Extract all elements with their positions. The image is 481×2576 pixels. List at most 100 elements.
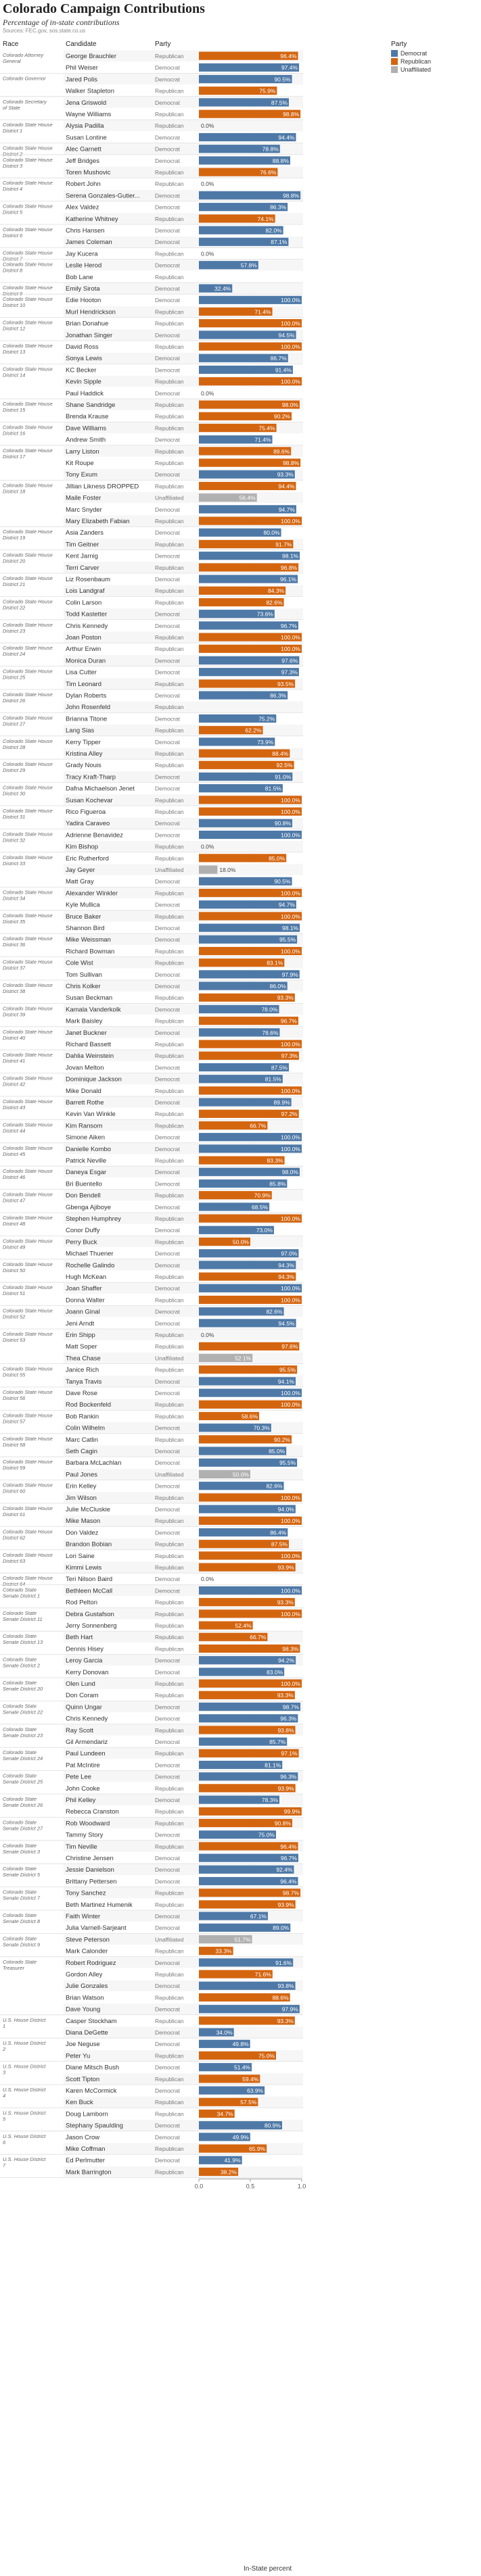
bar[interactable] bbox=[199, 1609, 302, 1618]
table-row[interactable] bbox=[64, 283, 303, 294]
bar[interactable] bbox=[199, 563, 299, 572]
bar[interactable] bbox=[199, 993, 295, 1002]
bar[interactable] bbox=[199, 1598, 295, 1607]
table-row[interactable] bbox=[64, 387, 303, 399]
bar[interactable] bbox=[199, 1225, 274, 1234]
bar[interactable] bbox=[199, 51, 298, 60]
bar[interactable] bbox=[199, 1889, 301, 1897]
bar[interactable] bbox=[199, 1411, 260, 1421]
bar[interactable] bbox=[199, 1261, 296, 1269]
bar[interactable] bbox=[199, 958, 285, 967]
bar[interactable] bbox=[199, 63, 300, 72]
bar[interactable] bbox=[199, 575, 298, 583]
bar[interactable] bbox=[199, 539, 294, 549]
bar[interactable] bbox=[199, 1133, 302, 1142]
bar[interactable] bbox=[199, 656, 300, 665]
bar[interactable] bbox=[199, 1586, 302, 1595]
bar[interactable] bbox=[199, 877, 292, 885]
bar[interactable] bbox=[199, 923, 300, 932]
bar[interactable] bbox=[199, 1563, 296, 1572]
bar[interactable] bbox=[199, 1028, 280, 1037]
bar[interactable] bbox=[199, 505, 296, 514]
bar[interactable] bbox=[199, 1981, 296, 1990]
bar[interactable] bbox=[199, 2028, 234, 2037]
bar[interactable] bbox=[199, 1307, 284, 1316]
bar[interactable] bbox=[199, 819, 293, 827]
bar[interactable] bbox=[199, 132, 296, 142]
bar[interactable] bbox=[199, 1621, 253, 1630]
bar[interactable] bbox=[199, 295, 302, 304]
bar[interactable] bbox=[199, 2074, 260, 2083]
bar[interactable] bbox=[199, 400, 300, 409]
bar[interactable] bbox=[199, 1691, 295, 1699]
bar[interactable] bbox=[199, 1923, 291, 1932]
bar[interactable] bbox=[199, 1365, 298, 1374]
table-row[interactable] bbox=[64, 2166, 303, 2178]
bar[interactable] bbox=[199, 377, 302, 386]
bar[interactable] bbox=[199, 516, 302, 525]
bar[interactable] bbox=[199, 156, 290, 165]
bar[interactable] bbox=[199, 900, 296, 909]
bar[interactable] bbox=[199, 1051, 299, 1060]
bar[interactable] bbox=[199, 1319, 296, 1328]
bar[interactable] bbox=[199, 749, 290, 758]
bar[interactable] bbox=[199, 1191, 272, 1200]
bar[interactable] bbox=[199, 74, 292, 84]
bar[interactable] bbox=[199, 1551, 302, 1560]
bar[interactable] bbox=[199, 1632, 268, 1641]
bar[interactable] bbox=[199, 1086, 302, 1095]
bar[interactable] bbox=[199, 586, 286, 595]
bar[interactable] bbox=[199, 2133, 250, 2141]
bar[interactable] bbox=[199, 191, 301, 200]
bar[interactable] bbox=[199, 2167, 239, 2177]
bar[interactable] bbox=[199, 365, 293, 374]
bar[interactable] bbox=[199, 2121, 282, 2130]
bar[interactable] bbox=[199, 981, 288, 990]
bar[interactable] bbox=[199, 691, 288, 700]
bar[interactable] bbox=[199, 830, 302, 840]
bar[interactable] bbox=[199, 970, 300, 979]
bar[interactable] bbox=[199, 1935, 252, 1944]
bar[interactable] bbox=[199, 1970, 273, 1978]
bar[interactable] bbox=[199, 1004, 279, 1014]
bar[interactable] bbox=[199, 481, 296, 491]
bar[interactable] bbox=[199, 319, 302, 328]
bar[interactable] bbox=[199, 435, 273, 444]
bar[interactable] bbox=[199, 470, 295, 479]
bar[interactable] bbox=[199, 633, 302, 641]
bar[interactable] bbox=[199, 1737, 288, 1746]
bar[interactable] bbox=[199, 458, 301, 467]
bar[interactable] bbox=[199, 1458, 298, 1467]
bar[interactable] bbox=[199, 796, 302, 804]
table-row[interactable] bbox=[64, 271, 303, 283]
bar[interactable] bbox=[199, 772, 293, 781]
table-row[interactable] bbox=[64, 2154, 303, 2166]
table-row[interactable] bbox=[64, 701, 303, 712]
bar[interactable] bbox=[199, 1760, 283, 1770]
bar[interactable] bbox=[199, 1947, 233, 1955]
table-row[interactable] bbox=[64, 2026, 303, 2038]
legend-item-unaffiliated[interactable]: Unaffiliated bbox=[391, 66, 431, 73]
bar[interactable] bbox=[199, 2086, 265, 2095]
table-row[interactable] bbox=[64, 1573, 303, 1584]
bar[interactable] bbox=[199, 1342, 300, 1351]
bar[interactable] bbox=[199, 1726, 296, 1734]
bar[interactable] bbox=[199, 1167, 300, 1176]
bar[interactable] bbox=[199, 1063, 289, 1072]
bar[interactable] bbox=[199, 679, 296, 688]
bar[interactable] bbox=[199, 98, 289, 107]
bar[interactable] bbox=[199, 284, 233, 293]
bar[interactable] bbox=[199, 935, 298, 944]
bar[interactable] bbox=[199, 946, 302, 956]
bar[interactable] bbox=[199, 1644, 300, 1653]
bar[interactable] bbox=[199, 1237, 250, 1246]
bar[interactable] bbox=[199, 1912, 268, 1920]
bar[interactable] bbox=[199, 737, 275, 746]
bar[interactable] bbox=[199, 888, 302, 898]
bar[interactable] bbox=[199, 1807, 302, 1816]
bar[interactable] bbox=[199, 1656, 296, 1665]
bar[interactable] bbox=[199, 2005, 300, 2014]
table-row[interactable] bbox=[64, 841, 303, 852]
bar[interactable] bbox=[199, 865, 218, 874]
bar[interactable] bbox=[199, 807, 302, 816]
